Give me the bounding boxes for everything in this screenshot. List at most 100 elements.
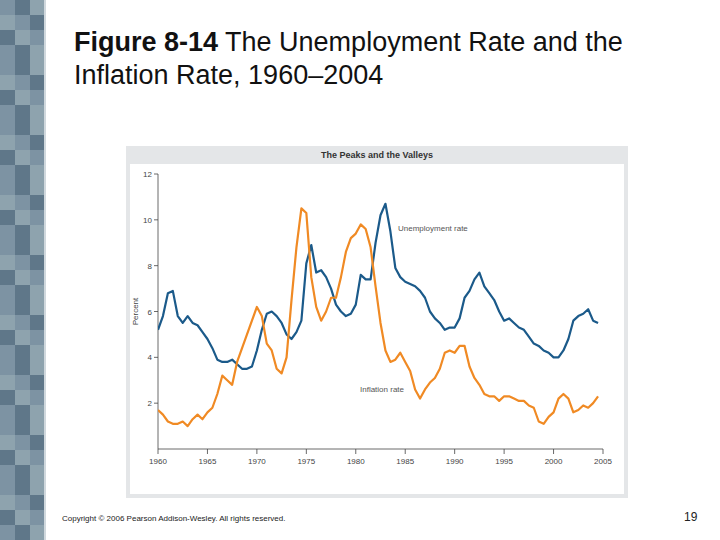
strip-cell xyxy=(30,315,45,330)
strip-cell xyxy=(15,300,30,315)
strip-cell xyxy=(30,375,45,390)
strip-cell xyxy=(30,435,45,450)
strip-cell xyxy=(15,135,30,150)
strip-cell xyxy=(0,495,15,510)
x-tick-label: 1965 xyxy=(199,457,217,466)
strip-cell xyxy=(15,60,30,75)
strip-cell xyxy=(30,285,45,300)
strip-cell xyxy=(15,105,30,120)
strip-cell xyxy=(0,105,15,120)
strip-cell xyxy=(15,525,30,540)
x-tick-label: 1960 xyxy=(149,457,167,466)
x-tick xyxy=(504,449,505,454)
strip-cell xyxy=(30,90,45,105)
strip-cell xyxy=(30,420,45,435)
strip-cell xyxy=(0,390,15,405)
x-tick-label: 1980 xyxy=(347,457,365,466)
strip-cell xyxy=(0,315,15,330)
x-tick-label: 1985 xyxy=(396,457,414,466)
strip-cell xyxy=(0,420,15,435)
strip-cell xyxy=(30,360,45,375)
x-tick xyxy=(405,449,406,454)
strip-cell xyxy=(0,360,15,375)
strip-cell xyxy=(0,525,15,540)
chart-title: The Peaks and the Valleys xyxy=(321,150,433,160)
unemployment-line xyxy=(158,204,598,369)
strip-cell xyxy=(15,255,30,270)
strip-cell xyxy=(0,450,15,465)
x-tick-label: 1975 xyxy=(297,457,315,466)
strip-cell xyxy=(15,480,30,495)
strip-cell xyxy=(30,510,45,525)
strip-cell xyxy=(15,180,30,195)
strip-cell xyxy=(0,405,15,420)
strip-cell xyxy=(30,225,45,240)
strip-cell xyxy=(15,240,30,255)
strip-cell xyxy=(15,120,30,135)
y-tick-label: 2 xyxy=(148,399,153,408)
y-tick xyxy=(154,403,158,404)
x-tick-label: 1995 xyxy=(495,457,513,466)
strip-cell xyxy=(15,270,30,285)
strip-cell xyxy=(15,420,30,435)
strip-cell xyxy=(0,255,15,270)
strip-cell xyxy=(30,195,45,210)
x-tick xyxy=(553,449,554,454)
plot-background xyxy=(130,164,624,494)
x-tick xyxy=(355,449,356,454)
y-tick xyxy=(154,311,158,312)
strip-cell xyxy=(0,90,15,105)
strip-cell xyxy=(30,330,45,345)
strip-cell xyxy=(0,225,15,240)
strip-cell xyxy=(0,480,15,495)
strip-cell xyxy=(0,210,15,225)
strip-cell xyxy=(30,240,45,255)
strip-cell xyxy=(15,90,30,105)
y-tick-label: 10 xyxy=(143,216,152,225)
strip-cell xyxy=(0,75,15,90)
strip-cell xyxy=(30,525,45,540)
strip-cell xyxy=(30,75,45,90)
strip-cell xyxy=(15,30,30,45)
strip-cell xyxy=(30,300,45,315)
strip-cell xyxy=(15,0,30,15)
series-group xyxy=(158,204,598,426)
strip-cell xyxy=(15,390,30,405)
x-tick xyxy=(207,449,208,454)
strip-cell xyxy=(15,150,30,165)
strip-cell xyxy=(0,165,15,180)
strip-cell xyxy=(0,150,15,165)
strip-cell xyxy=(30,105,45,120)
strip-cell xyxy=(15,195,30,210)
x-tick xyxy=(306,449,307,454)
strip-cell xyxy=(0,195,15,210)
strip-cell xyxy=(30,135,45,150)
y-tick-label: 8 xyxy=(148,262,153,271)
strip-cell xyxy=(15,45,30,60)
x-axis xyxy=(158,449,603,450)
strip-cell xyxy=(30,165,45,180)
x-tick xyxy=(158,449,159,454)
strip-cell xyxy=(30,0,45,15)
strip-cell xyxy=(0,330,15,345)
strip-cell xyxy=(0,270,15,285)
strip-cell xyxy=(0,45,15,60)
y-tick xyxy=(154,265,158,266)
strip-cell xyxy=(0,300,15,315)
strip-cell xyxy=(30,495,45,510)
strip-cell xyxy=(15,435,30,450)
chart: The Peaks and the ValleysPercent24681012… xyxy=(0,0,720,540)
strip-cell xyxy=(0,345,15,360)
strip-cell xyxy=(30,450,45,465)
strip-cell xyxy=(30,45,45,60)
strip-cell xyxy=(30,180,45,195)
strip-cell xyxy=(15,495,30,510)
strip-cell xyxy=(30,390,45,405)
page-number: 19 xyxy=(684,510,697,524)
y-tick-label: 12 xyxy=(143,170,152,179)
strip-cell xyxy=(30,480,45,495)
strip-cell xyxy=(30,405,45,420)
strip-cell xyxy=(15,285,30,300)
strip-cell xyxy=(15,405,30,420)
strip-cell xyxy=(0,510,15,525)
